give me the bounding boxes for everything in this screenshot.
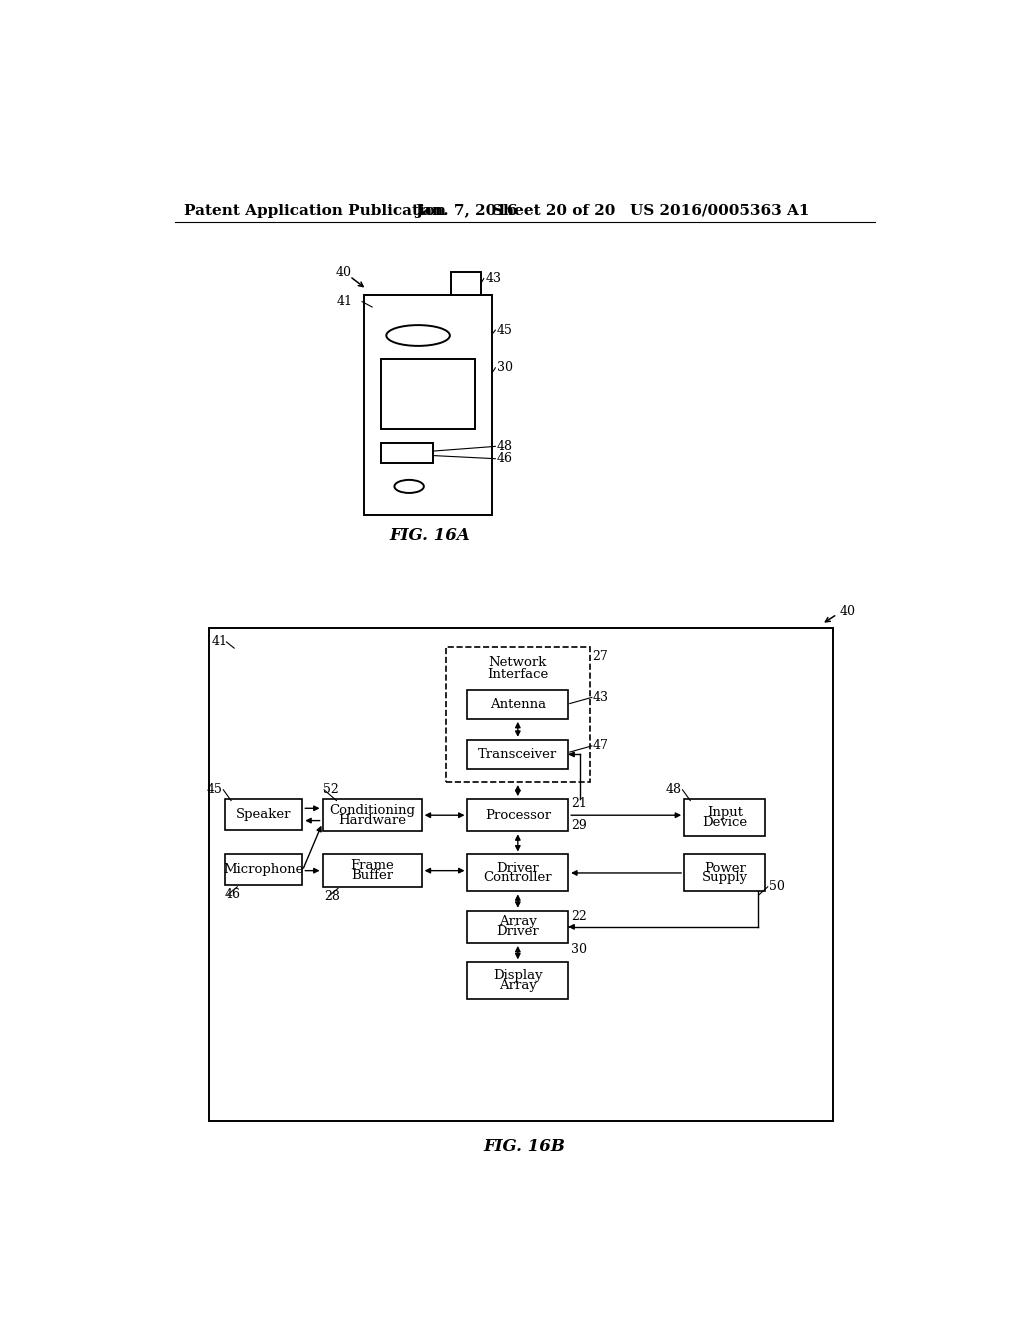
Text: 45: 45 [207, 783, 222, 796]
Text: 40: 40 [840, 605, 855, 618]
Text: 52: 52 [323, 783, 338, 796]
Text: 48: 48 [666, 783, 682, 796]
Text: Patent Application Publication: Patent Application Publication [183, 203, 445, 218]
Text: Speaker: Speaker [236, 808, 292, 821]
Text: Array: Array [499, 979, 537, 993]
Text: Conditioning: Conditioning [329, 804, 415, 817]
Text: 43: 43 [593, 690, 608, 704]
Text: 41: 41 [337, 296, 352, 308]
Text: 46: 46 [225, 888, 241, 902]
Bar [684, 799, 765, 836]
Bar [225, 799, 302, 830]
Bar [381, 444, 432, 463]
Text: Sheet 20 of 20: Sheet 20 of 20 [493, 203, 615, 218]
Text: Interface: Interface [487, 668, 549, 681]
Text: Controller: Controller [483, 871, 552, 884]
Text: Device: Device [702, 816, 748, 829]
Text: 21: 21 [571, 797, 587, 810]
Bar [467, 962, 568, 999]
Bar [446, 647, 590, 781]
Text: Display: Display [493, 969, 543, 982]
Text: 46: 46 [497, 453, 513, 465]
Bar [467, 854, 568, 891]
Bar [225, 854, 302, 886]
Text: 48: 48 [497, 440, 513, 453]
Bar [365, 296, 493, 515]
Bar [209, 628, 834, 1121]
Text: 41: 41 [212, 635, 227, 648]
Text: 40: 40 [336, 265, 351, 279]
Text: 30: 30 [497, 362, 513, 375]
Text: Power: Power [703, 862, 745, 875]
Text: Microphone: Microphone [223, 863, 304, 876]
Text: 45: 45 [497, 323, 513, 337]
Bar [467, 689, 568, 719]
Text: Network: Network [488, 656, 547, 669]
Bar [381, 359, 475, 429]
Text: 22: 22 [571, 911, 587, 924]
Ellipse shape [394, 480, 424, 492]
Text: FIG. 16A: FIG. 16A [390, 527, 471, 544]
Text: Processor: Processor [484, 809, 551, 822]
Text: Transceiver: Transceiver [478, 748, 557, 760]
Text: Buffer: Buffer [351, 869, 393, 882]
Bar [323, 799, 422, 832]
Text: 47: 47 [593, 739, 608, 752]
Text: US 2016/0005363 A1: US 2016/0005363 A1 [630, 203, 810, 218]
Bar [467, 739, 568, 770]
Bar [452, 272, 480, 296]
Text: 29: 29 [571, 818, 587, 832]
Text: FIG. 16B: FIG. 16B [484, 1138, 565, 1155]
Bar [467, 911, 568, 942]
Text: Array: Array [499, 916, 537, 928]
Text: Antenna: Antenna [489, 698, 546, 711]
Text: Frame: Frame [350, 859, 394, 873]
Text: 28: 28 [324, 890, 340, 903]
Text: Hardware: Hardware [338, 813, 407, 826]
Ellipse shape [386, 325, 450, 346]
Text: 50: 50 [769, 880, 784, 894]
Text: 30: 30 [571, 942, 588, 956]
Bar [467, 799, 568, 832]
Text: Jan. 7, 2016: Jan. 7, 2016 [415, 203, 517, 218]
Text: Driver: Driver [497, 862, 540, 875]
Text: Driver: Driver [497, 925, 540, 939]
Text: Supply: Supply [701, 871, 748, 884]
Bar [323, 854, 422, 887]
Text: Input: Input [707, 807, 742, 820]
Text: 27: 27 [593, 649, 608, 663]
Text: 43: 43 [485, 272, 502, 285]
Bar [684, 854, 765, 891]
